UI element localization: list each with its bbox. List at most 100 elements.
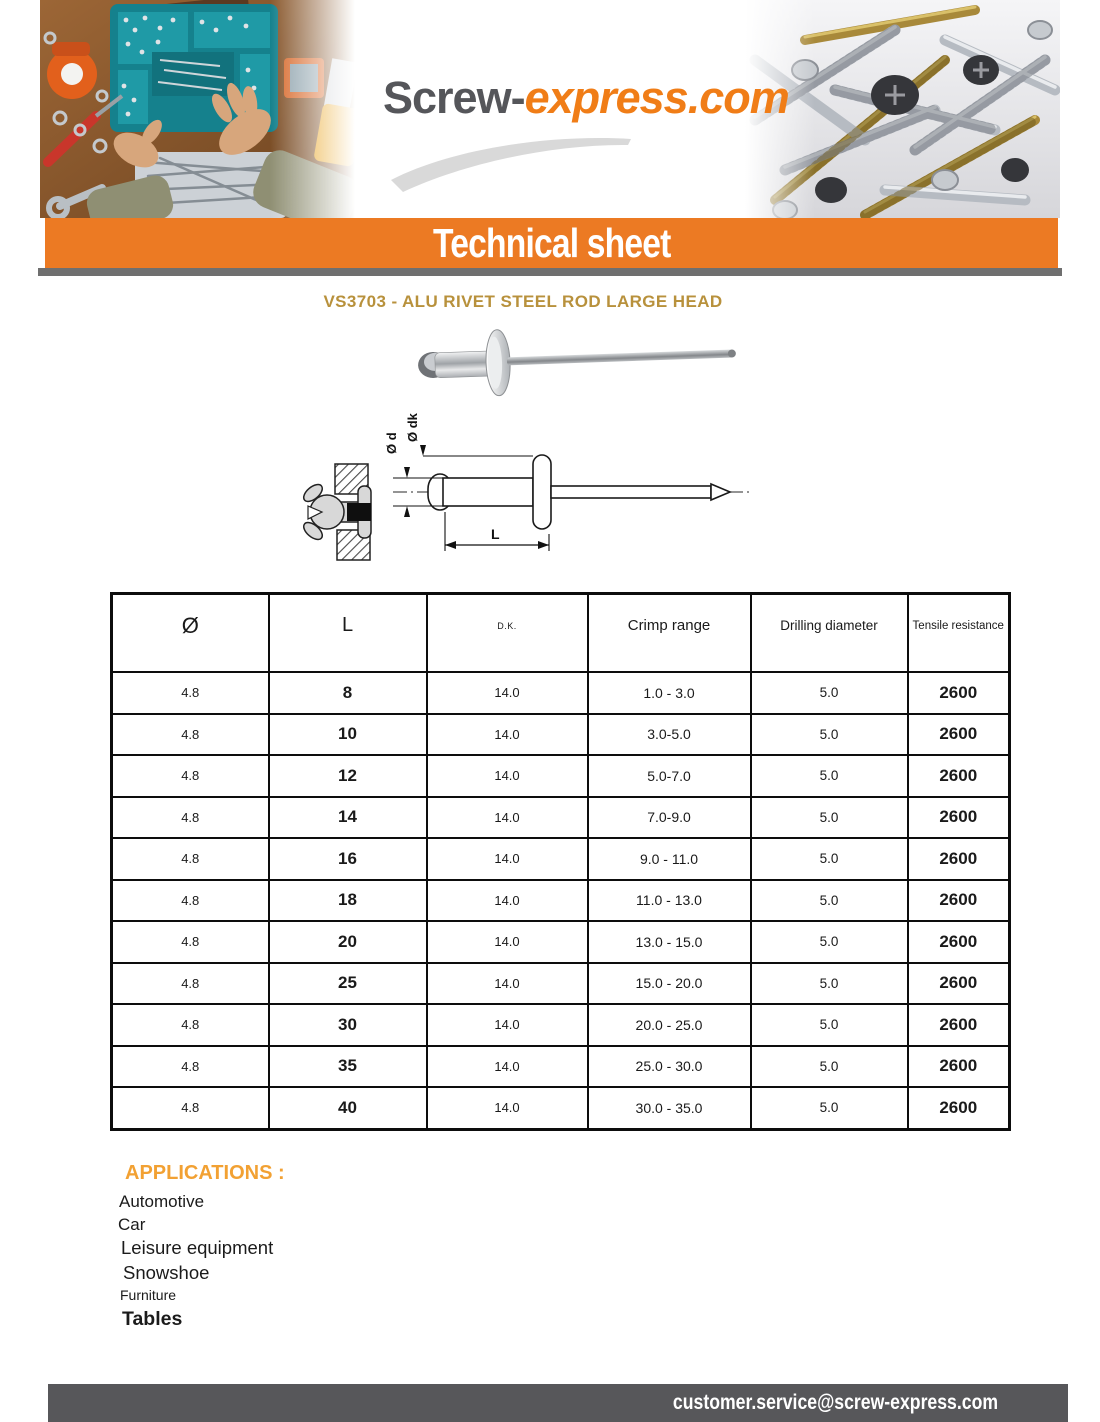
table-cell: 2600	[906, 1044, 1011, 1088]
table-row: 4.8 16 14.0 9.0 - 11.0 5.0 2600	[110, 837, 1011, 881]
table-cell: 4.8	[110, 1044, 270, 1088]
table-cell: 4.8	[110, 1086, 270, 1130]
table-cell: 5.0	[749, 961, 909, 1005]
table-cell: 5.0	[749, 837, 909, 881]
table-cell: 5.0	[749, 754, 909, 798]
dim-d-label: Ø d	[384, 432, 399, 454]
table-cell: 4.8	[110, 920, 270, 964]
table-cell: 14.0	[425, 754, 589, 798]
dim-length: L	[444, 512, 550, 551]
table-cell: 14.0	[425, 878, 589, 922]
application-item: Furniture	[120, 1287, 177, 1303]
table-cell: 5.0	[749, 920, 909, 964]
table-cell: 14.0	[425, 671, 589, 715]
technical-sheet-banner: Technical sheet	[45, 218, 1058, 268]
table-cell: 1.0 - 3.0	[586, 671, 752, 715]
table-cell: 2600	[906, 795, 1011, 839]
table-cell: 15.0 - 20.0	[586, 961, 752, 1005]
contact-email[interactable]: customer.service@screw-express.com	[672, 1391, 998, 1414]
table-cell: 14.0	[425, 795, 589, 839]
workbench-photo	[40, 0, 355, 218]
table-row: 4.8 8 14.0 1.0 - 3.0 5.0 2600	[110, 671, 1011, 715]
table-cell: 2600	[906, 878, 1011, 922]
application-item: Snowshoe	[123, 1262, 210, 1283]
table-cell: 3.0-5.0	[586, 712, 752, 756]
header-tensile-resistance: Tensile resistance	[906, 592, 1011, 673]
rivet-product-photo	[418, 329, 736, 397]
application-item: Automotive	[119, 1192, 205, 1211]
table-cell: 2600	[906, 712, 1011, 756]
table-cell: 9.0 - 11.0	[586, 837, 752, 881]
workbench-photo-art	[40, 0, 355, 218]
spec-table: Ø L D.K. Crimp range Drilling diameter T…	[110, 592, 1011, 1131]
table-cell: 13.0 - 15.0	[586, 920, 752, 964]
table-cell: 14.0	[425, 837, 589, 881]
header-length: L	[267, 592, 428, 673]
table-cell: 4.8	[110, 878, 270, 922]
table-header-row: Ø L D.K. Crimp range Drilling diameter T…	[110, 592, 1011, 673]
table-cell: 5.0	[749, 671, 909, 715]
table-cell: 4.8	[110, 837, 270, 881]
table-cell: 2600	[906, 1086, 1011, 1130]
logo-prefix: Screw-	[383, 72, 526, 123]
table-cell: 40	[267, 1086, 428, 1130]
table-cell: 5.0	[749, 1003, 909, 1047]
applications-section: APPLICATIONS : Automotive Car Leisure eq…	[118, 1162, 285, 1332]
table-row: 4.8 35 14.0 25.0 - 30.0 5.0 2600	[110, 1044, 1011, 1088]
table-cell: 20.0 - 25.0	[586, 1003, 752, 1047]
site-logo: Screw-express.com	[383, 72, 790, 124]
table-row: 4.8 25 14.0 15.0 - 20.0 5.0 2600	[110, 961, 1011, 1005]
application-item: Car	[118, 1215, 146, 1234]
table-cell: 10	[267, 712, 428, 756]
banner-title: Technical sheet	[432, 219, 671, 266]
table-cell: 25	[267, 961, 428, 1005]
logo-swoosh	[391, 138, 631, 192]
table-cell: 11.0 - 13.0	[586, 878, 752, 922]
table-cell: 25.0 - 30.0	[586, 1044, 752, 1088]
table-cell: 5.0	[749, 712, 909, 756]
product-title: VS3703 - ALU RIVET STEEL ROD LARGE HEAD	[323, 292, 723, 311]
table-cell: 4.8	[110, 754, 270, 798]
application-item: Leisure equipment	[121, 1237, 274, 1258]
spec-table-body: 4.8 8 14.0 1.0 - 3.0 5.0 2600 4.8 10 14.0 3.0-5.0…	[110, 671, 1011, 1130]
table-cell: 4.8	[110, 712, 270, 756]
table-row: 4.8 40 14.0 30.0 - 35.0 5.0 2600	[110, 1086, 1011, 1130]
table-cell: 14.0	[425, 961, 589, 1005]
table-cell: 20	[267, 920, 428, 964]
table-cell: 30	[267, 1003, 428, 1047]
table-row: 4.8 14 14.0 7.0-9.0 5.0 2600	[110, 795, 1011, 839]
table-cell: 4.8	[110, 961, 270, 1005]
table-cell: 12	[267, 754, 428, 798]
table-cell: 5.0	[749, 1086, 909, 1130]
table-row: 4.8 12 14.0 5.0-7.0 5.0 2600	[110, 754, 1011, 798]
table-cell: 4.8	[110, 671, 270, 715]
header-crimp-range: Crimp range	[586, 592, 752, 673]
table-cell: 14	[267, 795, 428, 839]
screws-pile-art	[745, 0, 1060, 218]
footer-bar: customer.service@screw-express.com	[48, 1384, 1068, 1422]
header-drilling-diameter: Drilling diameter	[749, 592, 909, 673]
dim-body-diameter: Ø d	[384, 432, 443, 517]
header-diameter: Ø	[110, 592, 270, 673]
table-cell: 4.8	[110, 1003, 270, 1047]
header-dk: D.K.	[425, 592, 589, 673]
table-cell: 8	[267, 671, 428, 715]
dim-l-label: L	[491, 526, 500, 542]
table-cell: 5.0	[749, 878, 909, 922]
table-cell: 2600	[906, 961, 1011, 1005]
table-cell: 14.0	[425, 712, 589, 756]
table-cell: 30.0 - 35.0	[586, 1086, 752, 1130]
table-cell: 2600	[906, 671, 1011, 715]
table-cell: 2600	[906, 920, 1011, 964]
table-cell: 2600	[906, 1003, 1011, 1047]
rivet-technical-diagram: Ø dk Ø d L	[302, 412, 750, 561]
table-cell: 5.0-7.0	[586, 754, 752, 798]
table-cell: 35	[267, 1044, 428, 1088]
dim-head-diameter: Ø dk	[405, 412, 533, 457]
table-cell: 4.8	[110, 795, 270, 839]
table-cell: 14.0	[425, 1086, 589, 1130]
cross-section	[302, 463, 372, 561]
table-cell: 14.0	[425, 1044, 589, 1088]
table-cell: 14.0	[425, 1003, 589, 1047]
